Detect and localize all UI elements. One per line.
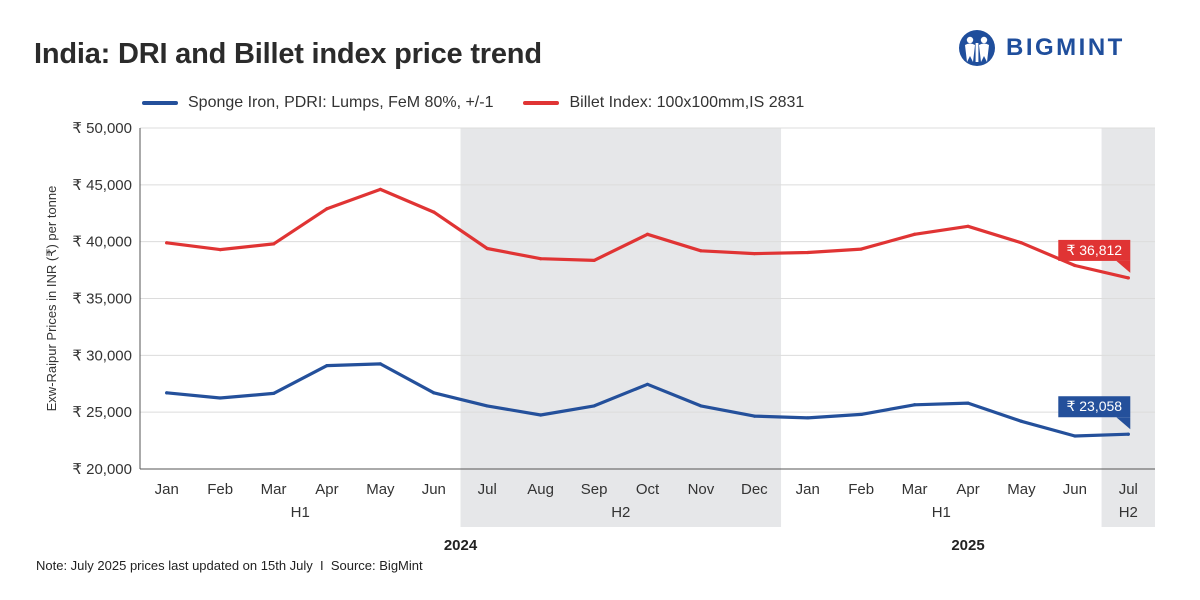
data-point-0 xyxy=(966,401,970,405)
legend-label-billet-index: Billet Index: 100x100mm,IS 2831 xyxy=(569,94,805,111)
data-point-0 xyxy=(645,382,650,386)
data-point-1 xyxy=(378,187,382,191)
data-point-1 xyxy=(966,224,970,228)
legend-swatch-blue xyxy=(142,101,178,105)
data-point-0 xyxy=(325,363,329,368)
x-tick-label: May xyxy=(366,481,395,498)
legend-label-sponge-iron: Sponge Iron, PDRI: Lumps, FeM 80%, +/-1 xyxy=(188,94,494,111)
x-tick-label: Jan xyxy=(155,481,179,498)
half-year-label: H1 xyxy=(932,504,951,521)
data-point-1 xyxy=(806,250,810,255)
x-tick-label: May xyxy=(1007,481,1036,498)
half-year-label: H1 xyxy=(291,504,310,521)
end-label-pointer-0 xyxy=(1116,417,1131,430)
end-label-pointer-1 xyxy=(1116,260,1131,273)
data-point-0 xyxy=(592,404,596,408)
data-point-1 xyxy=(699,249,703,253)
data-point-1 xyxy=(859,247,863,251)
data-point-0 xyxy=(378,362,382,366)
y-axis-title: Exw-Raipur Prices in INR (₹) per tonne xyxy=(44,186,59,412)
end-value-label-0: ₹ 23,058 xyxy=(1066,398,1122,414)
x-tick-label: Jul xyxy=(1119,481,1138,498)
data-point-0 xyxy=(1019,419,1024,423)
x-tick-label: Feb xyxy=(207,481,233,498)
data-point-1 xyxy=(325,207,329,211)
shaded-band-3 xyxy=(1101,128,1155,527)
data-point-1 xyxy=(592,258,596,263)
data-point-0 xyxy=(913,403,917,407)
data-point-1 xyxy=(913,232,917,236)
x-tick-label: Jun xyxy=(1063,481,1087,498)
brand-logo: BIGMINT xyxy=(958,28,1125,68)
data-point-0 xyxy=(1073,434,1077,438)
y-tick-label: ₹ 20,000 xyxy=(72,461,132,478)
x-tick-label: Nov xyxy=(688,481,715,498)
data-point-1 xyxy=(1126,276,1130,280)
data-point-1 xyxy=(1073,263,1077,268)
data-point-1 xyxy=(218,248,222,252)
half-year-label: H2 xyxy=(611,504,630,521)
legend: Sponge Iron, PDRI: Lumps, FeM 80%, +/-1 … xyxy=(142,92,804,114)
shaded-band-1 xyxy=(460,128,782,527)
legend-swatch-red xyxy=(523,101,560,105)
bigmint-logo-icon xyxy=(959,30,995,66)
end-value-label-1: ₹ 36,812 xyxy=(1066,242,1122,258)
end-label-box-0 xyxy=(1058,396,1131,418)
x-tick-label: Feb xyxy=(848,481,874,498)
legend-item-billet-index: Billet Index: 100x100mm,IS 2831 xyxy=(523,94,804,112)
data-point-1 xyxy=(485,246,489,251)
x-tick-label: Dec xyxy=(741,481,768,498)
y-tick-label: ₹ 45,000 xyxy=(72,177,132,194)
x-tick-label: Apr xyxy=(315,481,338,498)
year-label: 2024 xyxy=(444,537,478,554)
data-point-1 xyxy=(752,252,756,256)
data-point-1 xyxy=(1019,241,1024,245)
data-point-0 xyxy=(1126,432,1130,436)
chart-title: India: DRI and Billet index price trend xyxy=(34,38,542,70)
data-point-0 xyxy=(432,391,436,395)
y-tick-label: ₹ 30,000 xyxy=(72,347,132,364)
x-tick-label: Aug xyxy=(527,481,554,498)
data-point-0 xyxy=(271,391,276,396)
x-tick-label: Oct xyxy=(636,481,660,498)
y-tick-label: ₹ 35,000 xyxy=(72,291,132,308)
legend-item-sponge-iron: Sponge Iron, PDRI: Lumps, FeM 80%, +/-1 xyxy=(142,94,493,112)
x-tick-label: Jun xyxy=(422,481,446,498)
data-point-1 xyxy=(165,241,169,245)
x-tick-label: Mar xyxy=(261,481,287,498)
data-point-0 xyxy=(539,413,543,417)
data-point-1 xyxy=(271,242,276,246)
end-label-box-1 xyxy=(1058,239,1131,261)
data-point-0 xyxy=(859,412,863,417)
data-point-1 xyxy=(539,257,543,261)
data-point-0 xyxy=(699,404,703,408)
data-point-0 xyxy=(218,396,222,400)
data-point-0 xyxy=(752,414,756,418)
brand-name: BIGMINT xyxy=(1006,34,1125,61)
data-point-1 xyxy=(645,232,650,236)
data-point-1 xyxy=(432,210,436,214)
data-point-0 xyxy=(485,404,489,408)
half-year-label: H2 xyxy=(1119,504,1138,521)
data-point-0 xyxy=(806,416,810,420)
year-label: 2025 xyxy=(951,537,984,554)
y-tick-label: ₹ 40,000 xyxy=(72,234,132,251)
x-tick-label: Sep xyxy=(581,481,608,498)
x-tick-label: Apr xyxy=(956,481,979,498)
footer-note: Note: July 2025 prices last updated on 1… xyxy=(36,558,423,573)
x-tick-label: Mar xyxy=(902,481,928,498)
y-tick-label: ₹ 50,000 xyxy=(72,120,132,137)
x-tick-label: Jul xyxy=(478,481,497,498)
x-tick-label: Jan xyxy=(796,481,820,498)
data-point-0 xyxy=(165,391,169,395)
y-tick-label: ₹ 25,000 xyxy=(72,404,132,421)
